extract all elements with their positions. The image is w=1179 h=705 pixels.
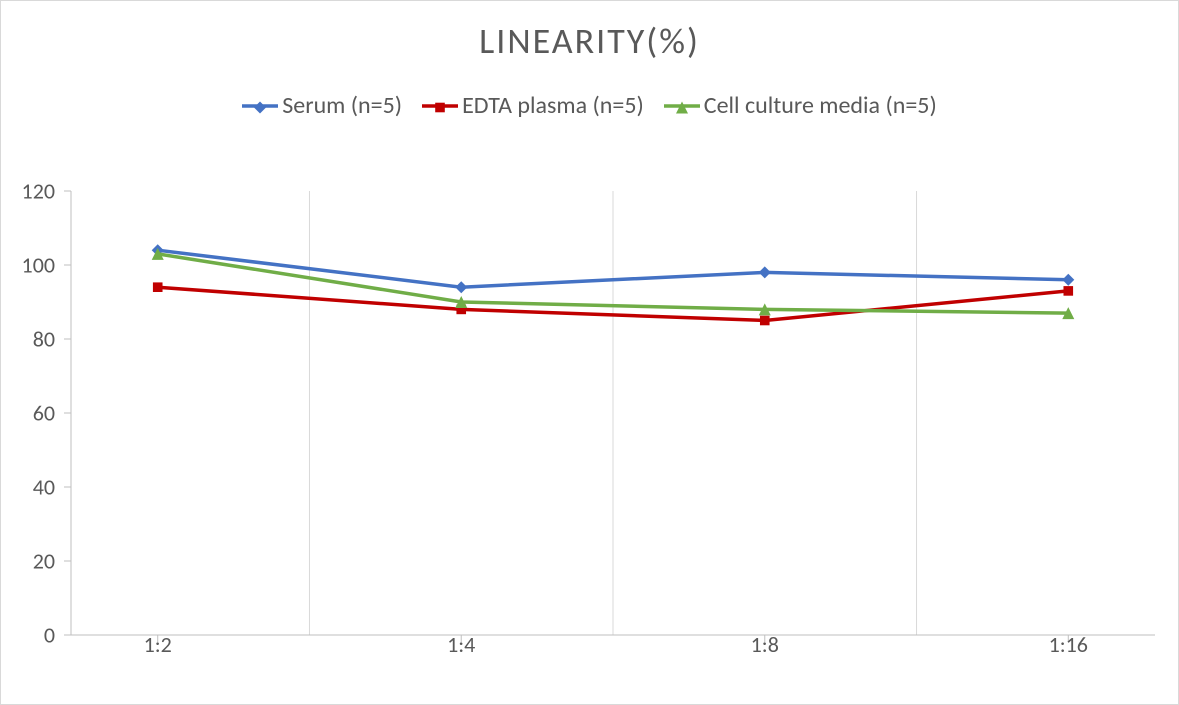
x-tick-label: 1:2 bbox=[144, 631, 172, 658]
x-tick-label: 1:16 bbox=[1049, 631, 1088, 658]
legend-swatch bbox=[242, 99, 278, 113]
y-tick-label: 20 bbox=[33, 548, 55, 575]
plot-area: 020406080100120 1:21:41:81:16 bbox=[71, 191, 1155, 635]
y-tick-label: 100 bbox=[22, 252, 55, 279]
legend-item: Serum (n=5) bbox=[242, 91, 402, 120]
y-tick-label: 60 bbox=[33, 400, 55, 427]
y-tick-label: 120 bbox=[22, 178, 55, 205]
y-tick-label: 40 bbox=[33, 474, 55, 501]
legend-item: Cell culture media (n=5) bbox=[664, 91, 937, 120]
x-tick-label: 1:4 bbox=[447, 631, 475, 658]
x-tick-label: 1:8 bbox=[751, 631, 779, 658]
y-tick-label: 80 bbox=[33, 326, 55, 353]
x-axis-labels: 1:2 1:4 1:8 1:16 bbox=[71, 631, 1155, 671]
legend-label: Serum (n=5) bbox=[282, 91, 402, 120]
plot-svg bbox=[71, 191, 1155, 635]
y-tick-label: 0 bbox=[44, 622, 55, 649]
legend-swatch bbox=[422, 99, 458, 113]
legend: Serum (n=5) EDTA plasma (n=5) Cell cultu… bbox=[1, 91, 1178, 120]
legend-swatch bbox=[664, 99, 700, 113]
legend-label: Cell culture media (n=5) bbox=[704, 91, 937, 120]
chart-title: LINEARITY(%) bbox=[1, 1, 1178, 63]
legend-label: EDTA plasma (n=5) bbox=[462, 91, 644, 120]
y-axis-labels: 020406080100120 bbox=[1, 191, 63, 635]
chart-container: LINEARITY(%) Serum (n=5) EDTA plasma (n=… bbox=[0, 0, 1179, 705]
legend-item: EDTA plasma (n=5) bbox=[422, 91, 644, 120]
